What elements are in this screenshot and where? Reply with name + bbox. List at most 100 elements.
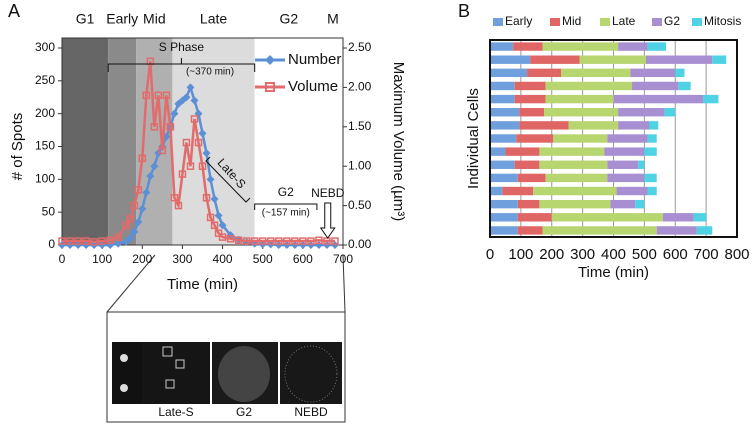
- y-tick-label: 300: [35, 40, 55, 54]
- phase-label: G2: [279, 11, 298, 27]
- marker: [210, 195, 219, 204]
- bar-segment: [517, 226, 543, 235]
- bar-segment: [530, 55, 580, 64]
- bar-segment: [632, 81, 679, 91]
- x-tick-label: 300: [172, 252, 192, 266]
- bar-segment: [545, 81, 633, 91]
- marker: [142, 91, 151, 100]
- marker: [214, 211, 223, 220]
- bar-segment: [645, 55, 713, 64]
- x-tick-label: 600: [293, 252, 313, 266]
- legend-label: Early: [505, 14, 532, 28]
- legend-swatch: [493, 18, 503, 26]
- bar-segment: [618, 121, 650, 130]
- bar-segment: [644, 173, 657, 183]
- marker: [82, 241, 91, 249]
- marker: [190, 96, 199, 105]
- inset-cell: [218, 346, 270, 402]
- marker: [218, 233, 227, 241]
- bar-segment: [533, 186, 617, 196]
- bar-segment: [568, 121, 619, 130]
- x-axis-label: Time (min): [167, 276, 238, 293]
- phase-band: [254, 38, 323, 245]
- panel-label: B: [458, 1, 470, 21]
- marker: [162, 91, 171, 100]
- marker: [170, 193, 179, 202]
- annotation: (~370 min): [186, 67, 234, 78]
- marker: [299, 237, 307, 245]
- y2-tick-label: 2.50: [348, 40, 372, 54]
- phase-band: [62, 38, 109, 245]
- bar-segment: [607, 134, 648, 143]
- y-tick-label: 250: [35, 73, 55, 87]
- y2-axis-label: Maximum Volume (µm³): [390, 62, 407, 222]
- bar-segment: [545, 94, 614, 104]
- annotation: NEBD: [311, 186, 345, 200]
- bar-segment: [514, 94, 546, 104]
- marker: [182, 138, 191, 147]
- bar-segment: [505, 147, 540, 156]
- marker: [134, 186, 143, 194]
- bar-segment: [490, 121, 520, 130]
- bar-segment: [490, 42, 514, 51]
- bar-segment: [490, 68, 528, 78]
- marker: [166, 123, 175, 131]
- x-tick-label: 400: [601, 246, 626, 263]
- phase-label: Early: [106, 11, 138, 27]
- phase-band: [322, 38, 343, 245]
- legend-label: Number: [288, 51, 341, 68]
- legend-swatch: [692, 18, 702, 26]
- marker: [170, 109, 179, 118]
- bar-segment: [610, 199, 636, 209]
- marker: [202, 193, 211, 202]
- legend-label: Mitosis: [704, 14, 741, 28]
- marker: [98, 241, 107, 249]
- phase-label: Mid: [143, 11, 166, 27]
- inset-label: Late-S: [158, 405, 193, 419]
- x-tick-label: 200: [132, 252, 152, 266]
- bar-segment: [647, 134, 657, 143]
- plot-frame: [61, 37, 344, 246]
- y-axis-label: # of Spots: [9, 113, 26, 181]
- bar-segment: [542, 42, 619, 51]
- bar-segment: [630, 68, 676, 78]
- marker: [274, 241, 283, 249]
- marker: [206, 213, 215, 222]
- x-tick-label: 200: [539, 246, 564, 263]
- bar-segment: [545, 173, 608, 183]
- marker: [307, 237, 315, 245]
- marker: [186, 83, 195, 92]
- bar-segment: [517, 173, 546, 183]
- marker: [150, 162, 159, 171]
- marker: [186, 162, 195, 170]
- marker: [58, 241, 66, 249]
- legend-label: Volume: [288, 78, 338, 95]
- inset-label: G2: [236, 405, 252, 419]
- arrow: [319, 202, 336, 239]
- marker: [114, 239, 123, 248]
- marker: [258, 237, 267, 245]
- y2-tick-label: 0.00: [348, 237, 372, 251]
- marker: [322, 241, 331, 249]
- marker: [74, 237, 82, 245]
- marker: [138, 154, 147, 163]
- y-tick-label: 150: [35, 139, 55, 153]
- marker: [331, 237, 339, 245]
- marker: [330, 241, 339, 249]
- marker: [154, 91, 163, 100]
- marker: [242, 237, 251, 245]
- marker: [282, 241, 291, 249]
- legend-marker: [265, 82, 275, 92]
- bar-segment: [514, 81, 546, 91]
- x-tick-label: 0: [59, 252, 66, 266]
- x-tick-label: 0: [486, 246, 494, 263]
- bar-segment: [693, 213, 707, 222]
- marker: [210, 221, 219, 230]
- marker: [74, 241, 83, 249]
- x-tick-label: 600: [663, 246, 688, 263]
- inset-box: [165, 379, 175, 389]
- inset-label: NEBD: [294, 405, 328, 419]
- annotation: G2: [278, 185, 294, 199]
- bar-segment: [712, 55, 727, 64]
- bar-segment: [517, 199, 540, 209]
